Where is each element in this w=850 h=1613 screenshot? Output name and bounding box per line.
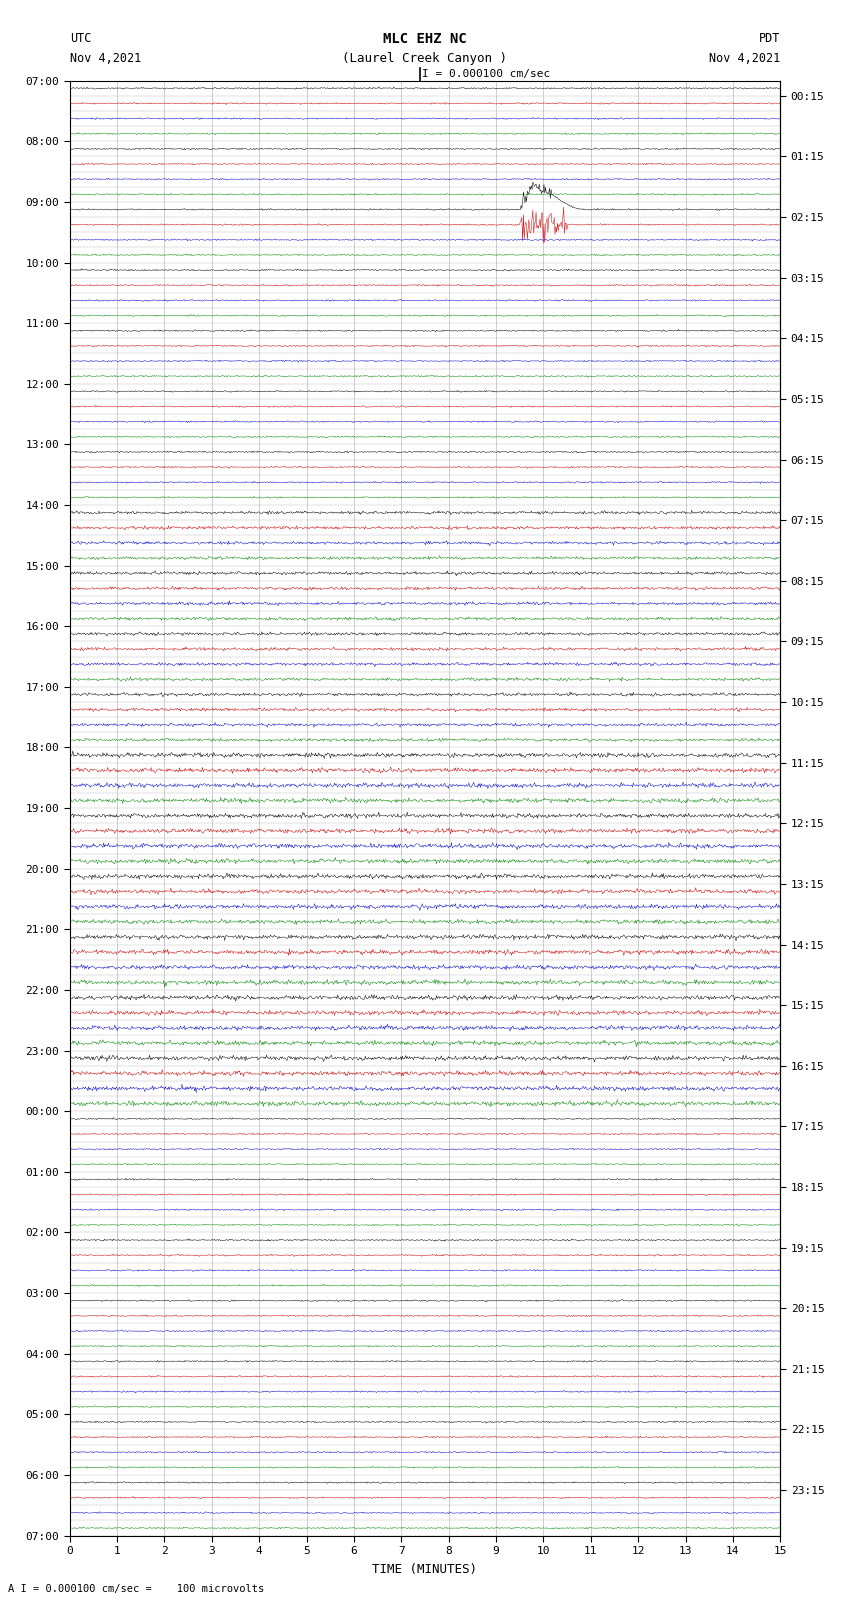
Text: I = 0.000100 cm/sec: I = 0.000100 cm/sec xyxy=(422,69,551,79)
Text: PDT: PDT xyxy=(759,32,780,45)
Text: MLC EHZ NC: MLC EHZ NC xyxy=(383,32,467,47)
Text: A I = 0.000100 cm/sec =    100 microvolts: A I = 0.000100 cm/sec = 100 microvolts xyxy=(8,1584,264,1594)
X-axis label: TIME (MINUTES): TIME (MINUTES) xyxy=(372,1563,478,1576)
Text: (Laurel Creek Canyon ): (Laurel Creek Canyon ) xyxy=(343,52,507,65)
Text: UTC: UTC xyxy=(70,32,91,45)
Text: Nov 4,2021: Nov 4,2021 xyxy=(709,52,780,65)
Text: Nov 4,2021: Nov 4,2021 xyxy=(70,52,141,65)
